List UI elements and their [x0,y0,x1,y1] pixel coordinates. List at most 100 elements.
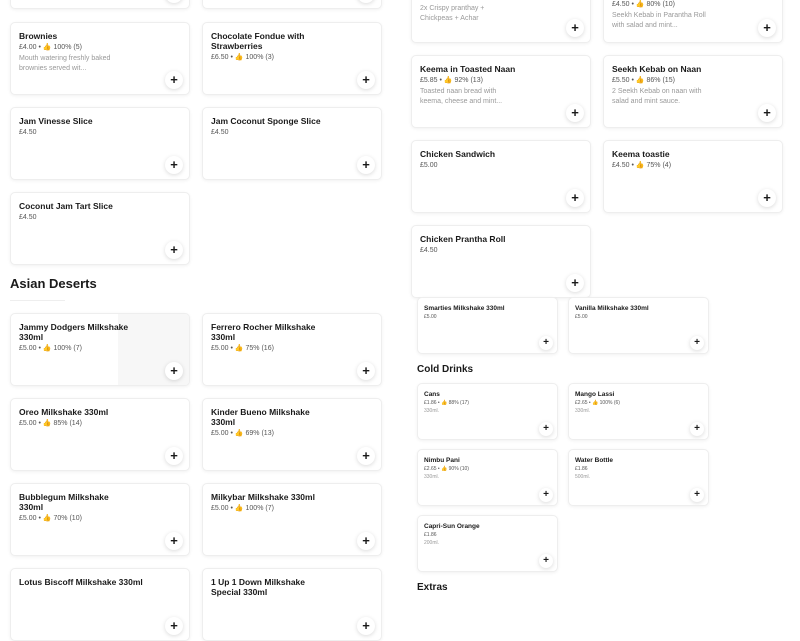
item-desc: 500ml. [575,474,591,480]
item-name: Kinder Bueno Milkshake 330ml [211,407,310,427]
add-item-button[interactable]: + [357,532,375,550]
menu-item-card[interactable]: Jam Coconut Sponge Slice £4.50 + [202,107,382,180]
item-name: Nimbu Pani [424,457,460,464]
add-item-button[interactable]: + [566,19,584,37]
menu-item-card[interactable]: Seekh Kebab on Naan £5.50 • 👍 86% (15) 2 S… [603,55,783,128]
add-item-button[interactable]: + [690,336,704,350]
menu-item-card[interactable]: Vanilla Milkshake 330ml £5.00 + [568,297,709,354]
item-name: Keema toastie [612,149,670,159]
item-name: Jam Coconut Sponge Slice [211,116,321,126]
add-item-button[interactable]: + [758,189,776,207]
add-item-button[interactable]: + [165,532,183,550]
menu-item-card[interactable]: Brownies £4.00 • 👍 100% (5) Mouth watering… [10,22,190,95]
item-meta: £4.50 • 👍 80% (10) [612,1,675,8]
item-name: Ferrero Rocher Milkshake 330ml [211,322,316,342]
add-item-button[interactable]: + [690,488,704,502]
item-name: Cans [424,391,440,398]
add-item-button[interactable]: + [165,241,183,259]
item-meta: £4.50 • 👍 75% (4) [612,162,672,169]
item-meta: £5.50 • 👍 86% (15) [612,77,675,84]
add-item-button[interactable]: + [758,19,776,37]
item-meta: £4.50 [19,214,37,221]
add-item-button[interactable]: + [357,447,375,465]
menu-item-card[interactable]: Chicken Sandwich £5.00 + [411,140,591,213]
add-item-button[interactable]: + [165,156,183,174]
add-item-button[interactable]: + [357,617,375,635]
item-meta: £5.00 • 👍 69% (13) [211,430,274,437]
menu-item-card[interactable]: Bubblegum Milkshake 330ml £5.00 • 👍 70% (… [10,483,190,556]
item-meta: £4.50 [420,247,438,254]
add-item-button[interactable]: + [357,156,375,174]
menu-item-card[interactable]: Ferrero Rocher Milkshake 330ml £5.00 • 👍 … [202,313,382,386]
menu-item-card[interactable]: Smarties Milkshake 330ml £5.00 + [417,297,558,354]
add-item-button[interactable]: + [539,554,553,568]
add-item-button[interactable]: + [566,189,584,207]
item-name: Keema in Toasted Naan [420,64,516,74]
item-meta: £1.86 [424,532,437,538]
item-name: Brownies [19,31,58,41]
menu-item-card[interactable]: 2x Crispy pranthay + Chickpeas + Achar + [411,0,591,43]
menu-item-card[interactable]: Lotus Biscoff Milkshake 330ml + [10,568,190,641]
item-name: Coconut Jam Tart Slice [19,201,113,211]
menu-item-card[interactable]: Chocolate Fondue with Strawberries £6.50 … [202,22,382,95]
item-meta: £5.85 • 👍 92% (13) [420,77,483,84]
menu-item-card[interactable]: Coconut Jam Tart Slice £4.50 + [10,192,190,265]
section-title-cold-drinks: Cold Drinks [417,364,474,375]
menu-item-card[interactable]: £4.50 • 👍 80% (10) Seekh Kebab in Paranth… [603,0,783,43]
add-item-button[interactable]: + [165,362,183,380]
menu-item-card[interactable]: Kinder Bueno Milkshake 330ml £5.00 • 👍 69… [202,398,382,471]
add-item-button[interactable]: + [566,274,584,292]
menu-item-card[interactable]: Jammy Dodgers Milkshake 330ml £5.00 • 👍 1… [10,313,190,386]
item-desc: 330ml. [424,408,440,414]
menu-item-card[interactable]: + [202,0,382,9]
item-name: Chicken Sandwich [420,149,496,159]
add-item-button[interactable]: + [165,617,183,635]
item-desc: Toasted naan bread with keema, cheese an… [420,88,503,105]
item-name: Water Bottle [575,457,614,464]
section-title-asian-deserts: Asian Deserts [10,276,97,291]
menu-item-card[interactable]: Mango Lassi £2.65 • 👍 100% (6) 330ml. + [568,383,709,440]
item-meta: £1.86 • 👍 88% (17) [424,400,469,406]
add-item-button[interactable]: + [758,104,776,122]
add-item-button[interactable]: + [566,104,584,122]
menu-item-card[interactable]: Water Bottle £1.86 500ml. + [568,449,709,506]
menu-item-card[interactable]: + [10,0,190,9]
item-name: Mango Lassi [575,391,615,398]
menu-item-card[interactable]: Milkybar Milkshake 330ml £5.00 • 👍 100% (… [202,483,382,556]
item-meta: £5.00 • 👍 70% (10) [19,515,82,522]
item-name: Vanilla Milkshake 330ml [575,305,649,312]
item-desc: Seekh Kebab in Parantha Roll with salad … [612,12,706,29]
menu-item-card[interactable]: Capri-Sun Orange £1.86 200ml. + [417,515,558,572]
item-name: Seekh Kebab on Naan [612,64,702,74]
menu-item-card[interactable]: 1 Up 1 Down Milkshake Special 330ml + [202,568,382,641]
item-name: Lotus Biscoff Milkshake 330ml [19,577,143,587]
item-desc: 200ml. [424,540,440,546]
menu-item-card[interactable]: Oreo Milkshake 330ml £5.00 • 👍 85% (14) + [10,398,190,471]
add-item-button[interactable]: + [539,336,553,350]
menu-item-card[interactable]: Nimbu Pani £2.65 • 👍 90% (10) 330ml. + [417,449,558,506]
item-meta: £6.50 • 👍 100% (3) [211,54,274,61]
add-item-button[interactable]: + [165,71,183,89]
item-desc: Mouth watering freshly baked brownies se… [19,55,111,72]
item-meta: £5.00 • 👍 85% (14) [19,420,82,427]
menu-item-card[interactable]: Keema toastie £4.50 • 👍 75% (4) + [603,140,783,213]
item-name: Capri-Sun Orange [424,523,480,530]
item-meta: £5.00 [575,314,588,320]
menu-item-card[interactable]: Chicken Prantha Roll £4.50 + [411,225,591,298]
item-name: Chicken Prantha Roll [420,234,506,244]
menu-item-card[interactable]: Jam Vinesse Slice £4.50 + [10,107,190,180]
item-name: 1 Up 1 Down Milkshake Special 330ml [211,577,305,597]
add-item-button[interactable]: + [357,362,375,380]
item-desc: 330ml. [424,474,440,480]
add-item-button[interactable]: + [539,422,553,436]
item-name: Bubblegum Milkshake 330ml [19,492,109,512]
item-meta: £2.65 • 👍 90% (10) [424,466,469,472]
add-item-button[interactable]: + [165,447,183,465]
add-item-button[interactable]: + [357,71,375,89]
add-item-button[interactable]: + [165,0,183,3]
add-item-button[interactable]: + [539,488,553,502]
add-item-button[interactable]: + [357,0,375,3]
menu-item-card[interactable]: Keema in Toasted Naan £5.85 • 👍 92% (13) T… [411,55,591,128]
add-item-button[interactable]: + [690,422,704,436]
menu-item-card[interactable]: Cans £1.86 • 👍 88% (17) 330ml. + [417,383,558,440]
